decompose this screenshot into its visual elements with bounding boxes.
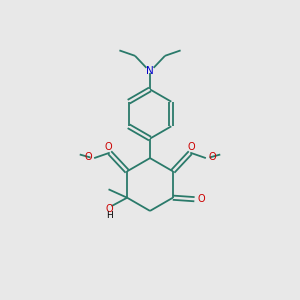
Text: O: O — [104, 142, 112, 152]
Text: N: N — [146, 66, 154, 76]
Text: O: O — [208, 152, 216, 163]
Text: H: H — [106, 211, 112, 220]
Text: O: O — [105, 203, 113, 214]
Text: O: O — [84, 152, 92, 163]
Text: O: O — [197, 194, 205, 204]
Text: O: O — [188, 142, 196, 152]
